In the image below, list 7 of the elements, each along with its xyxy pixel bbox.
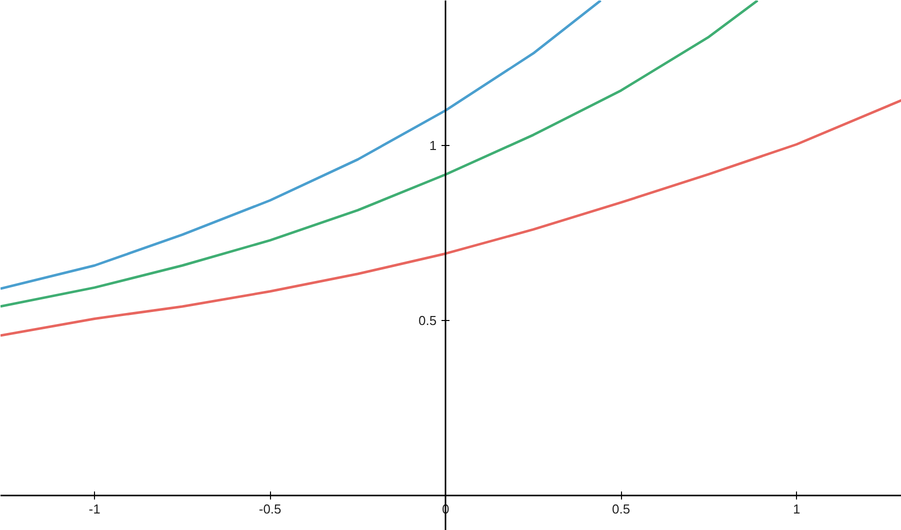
x-tick-label: -1 bbox=[88, 501, 100, 516]
x-tick-label: 1 bbox=[792, 501, 800, 516]
line-series bbox=[0, 0, 759, 308]
x-tick-label: 0.5 bbox=[612, 501, 630, 516]
line-series bbox=[0, 0, 602, 290]
line-series bbox=[0, 99, 901, 337]
x-tick-label: -0.5 bbox=[258, 501, 282, 516]
